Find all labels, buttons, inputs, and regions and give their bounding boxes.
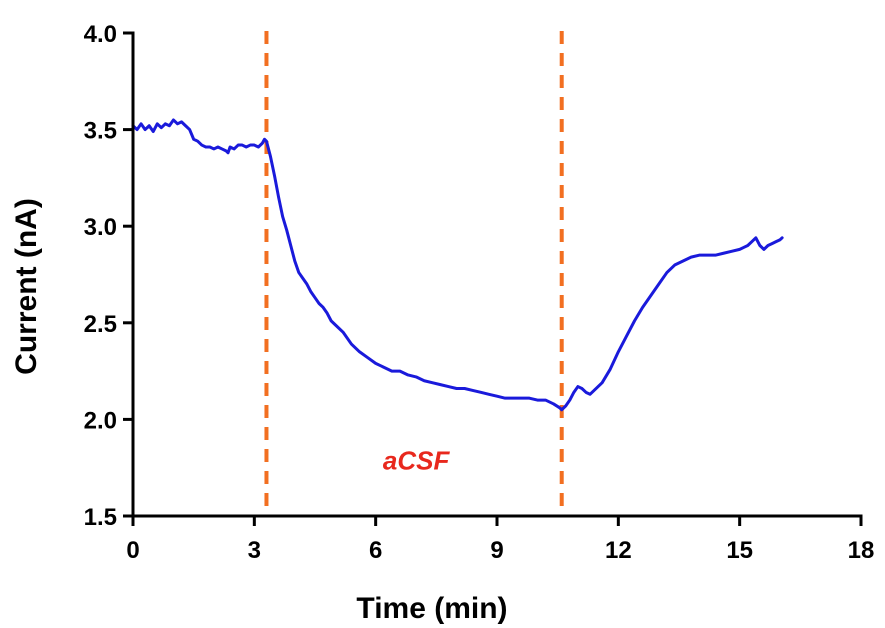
axes: 0 3 6 9 12 15 18 1.5 2.0 2.5 3.0 3.5 4.0 — [84, 21, 875, 564]
x-tick-label: 9 — [490, 537, 503, 564]
x-tick-label: 3 — [248, 537, 261, 564]
y-tick-label: 2.0 — [84, 407, 117, 434]
data-series — [131, 118, 784, 412]
y-tick-label: 2.5 — [84, 311, 117, 338]
vertical-markers — [264, 31, 564, 512]
x-axis-title: Time (min) — [356, 592, 507, 625]
annotation-group: aCSF — [383, 446, 451, 476]
y-tick-label: 3.0 — [84, 214, 117, 241]
x-tick-label: 15 — [726, 537, 753, 564]
x-tick-label: 18 — [848, 537, 875, 564]
y-axis-ticks: 1.5 2.0 2.5 3.0 3.5 4.0 — [84, 21, 133, 531]
y-axis-title: Current (nA) — [10, 198, 43, 375]
x-tick-label: 12 — [605, 537, 632, 564]
x-tick-label: 6 — [369, 537, 382, 564]
x-tick-label: 0 — [126, 537, 139, 564]
y-tick-label: 1.5 — [84, 504, 117, 531]
annotation-acsf-label: aCSF — [383, 446, 451, 476]
x-axis-ticks: 0 3 6 9 12 15 18 — [126, 516, 874, 564]
series-line-current — [131, 118, 784, 412]
y-tick-label: 3.5 — [84, 118, 117, 145]
y-tick-label: 4.0 — [84, 21, 117, 48]
